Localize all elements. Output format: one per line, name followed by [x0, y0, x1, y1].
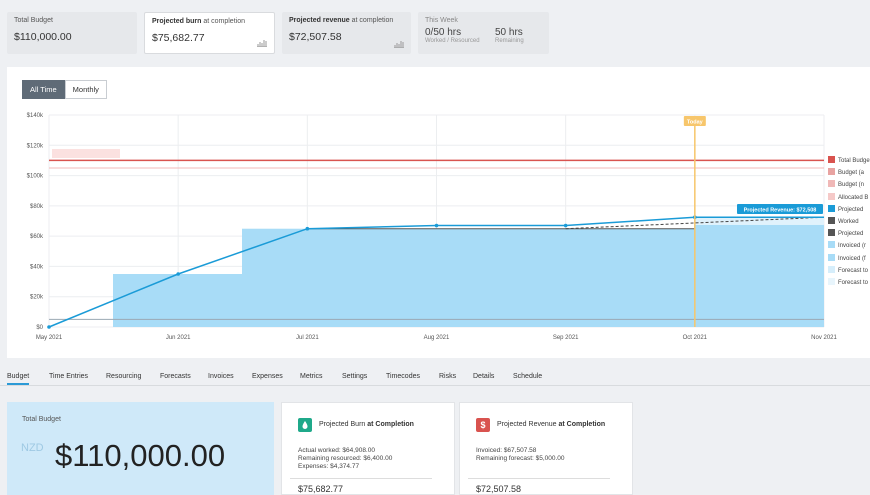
legend-label: Projected [838, 206, 864, 213]
kpi-value: $72,507.58 [289, 31, 342, 43]
tab-time-entries[interactable]: Time Entries [49, 373, 89, 380]
legend-swatch [828, 278, 835, 285]
legend-label: Budget (a [838, 170, 865, 177]
legend-swatch [828, 229, 835, 237]
projected-burn-card: Projected Burn at Completion Actual work… [281, 402, 455, 495]
drop-icon [298, 418, 312, 432]
legend-label: Projected [838, 231, 864, 238]
currency-code: NZD [21, 442, 44, 454]
kpi-value: $75,682.77 [152, 32, 205, 44]
legend-swatch [828, 156, 835, 163]
chart-icon [257, 40, 267, 47]
kpi-this-week: This Week 0/50 hrs Worked / Resourced 50… [418, 12, 549, 54]
kpi-value: $110,000.00 [14, 31, 72, 43]
kpi-projected-revenue[interactable]: Projected revenue at completion $72,507.… [282, 12, 411, 54]
legend-swatch [828, 217, 835, 224]
legend-item[interactable]: Invoiced (r [828, 241, 866, 249]
legend-item[interactable]: Forecast to [828, 278, 868, 286]
legend-label: Invoiced (f [838, 255, 866, 262]
legend-label: Forecast to [838, 267, 869, 274]
legend-item[interactable]: Worked [828, 217, 859, 225]
legend-swatch [828, 241, 835, 249]
legend-swatch [828, 204, 835, 212]
tab-schedule[interactable]: Schedule [513, 373, 543, 380]
expenses: Expenses: $4,374.77 [298, 463, 360, 470]
legend-label: Worked [838, 219, 859, 225]
legend-label: Total Budget [838, 158, 870, 164]
legend-label: Budget (n [838, 182, 865, 189]
kpi-label: Projected revenue at completion [289, 17, 394, 24]
legend-item[interactable]: Forecast to [828, 265, 869, 274]
total-budget-card: Total Budget NZD $110,000.00 [7, 402, 274, 495]
worked-resourced: 0/50 hrs Worked / Resourced [425, 27, 480, 44]
divider [468, 478, 610, 479]
remaining-forecast: Remaining forecast: $5,000.00 [476, 455, 565, 462]
legend-label: Forecast to [838, 280, 869, 286]
revenue-total: $72,507.58 [476, 484, 522, 494]
invoiced: Invoiced: $67,507.58 [476, 447, 537, 454]
divider [290, 478, 432, 479]
legend-item[interactable]: Projected [828, 229, 863, 237]
tab-bar: Budget Time Entries Resourcing Forecasts Inv… [0, 368, 870, 386]
tab-settings[interactable]: Settings [342, 373, 368, 380]
legend-swatch [828, 253, 835, 261]
tab-resourcing[interactable]: Resourcing [106, 373, 142, 380]
toggle-monthly[interactable]: Monthly [64, 80, 107, 99]
legend-swatch [828, 168, 835, 176]
dollar-icon: $ [476, 418, 490, 432]
tab-expenses[interactable]: Expenses [252, 373, 283, 380]
kpi-label: Total Budget [14, 17, 53, 24]
kpi-total-budget: Total Budget $110,000.00 [7, 12, 137, 54]
legend-item[interactable]: Total Budget [828, 156, 870, 164]
card-title: Projected Burn at Completion [319, 421, 414, 428]
burn-total: $75,682.77 [298, 484, 344, 494]
tab-risks[interactable]: Risks [439, 373, 457, 380]
legend-item[interactable]: Allocated B [828, 192, 869, 201]
kpi-label: Projected burn at completion [152, 18, 245, 25]
tab-forecasts[interactable]: Forecasts [160, 373, 191, 380]
total-budget-value: $110,000.00 [55, 438, 226, 473]
chart-icon [394, 41, 404, 48]
tab-invoices[interactable]: Invoices [208, 373, 234, 380]
legend-item[interactable]: Projected [828, 204, 864, 213]
kpi-projected-burn[interactable]: Projected burn at completion $75,682.77 [144, 12, 275, 54]
tab-details[interactable]: Details [473, 373, 495, 380]
tab-budget[interactable]: Budget [7, 373, 30, 385]
remaining-resourced: Remaining resourced: $6,400.00 [298, 455, 393, 462]
tab-timecodes[interactable]: Timecodes [386, 373, 420, 380]
actual-worked: Actual worked: $64,908.00 [298, 447, 375, 454]
legend-swatch [828, 192, 835, 200]
legend-item[interactable]: Budget (n [828, 180, 864, 188]
projected-revenue-card: $ Projected Revenue at Completion Invoic… [459, 402, 633, 495]
chart-panel [7, 67, 870, 358]
tab-metrics[interactable]: Metrics [300, 373, 323, 380]
card-title: Projected Revenue at Completion [497, 421, 606, 428]
kpi-label: This Week [425, 17, 458, 24]
remaining-hours: 50 hrs Remaining [495, 27, 524, 44]
card-label: Total Budget [22, 416, 61, 423]
legend-label: Invoiced (r [838, 243, 867, 250]
legend-label: Allocated B [838, 194, 869, 201]
legend-item[interactable]: Budget (a [828, 168, 864, 176]
toggle-all-time[interactable]: All Time [22, 80, 65, 99]
time-range-toggle: All Time Monthly [22, 80, 107, 99]
legend-swatch [828, 180, 835, 188]
legend-item[interactable]: Invoiced (f [828, 253, 866, 262]
legend-swatch [828, 265, 835, 273]
